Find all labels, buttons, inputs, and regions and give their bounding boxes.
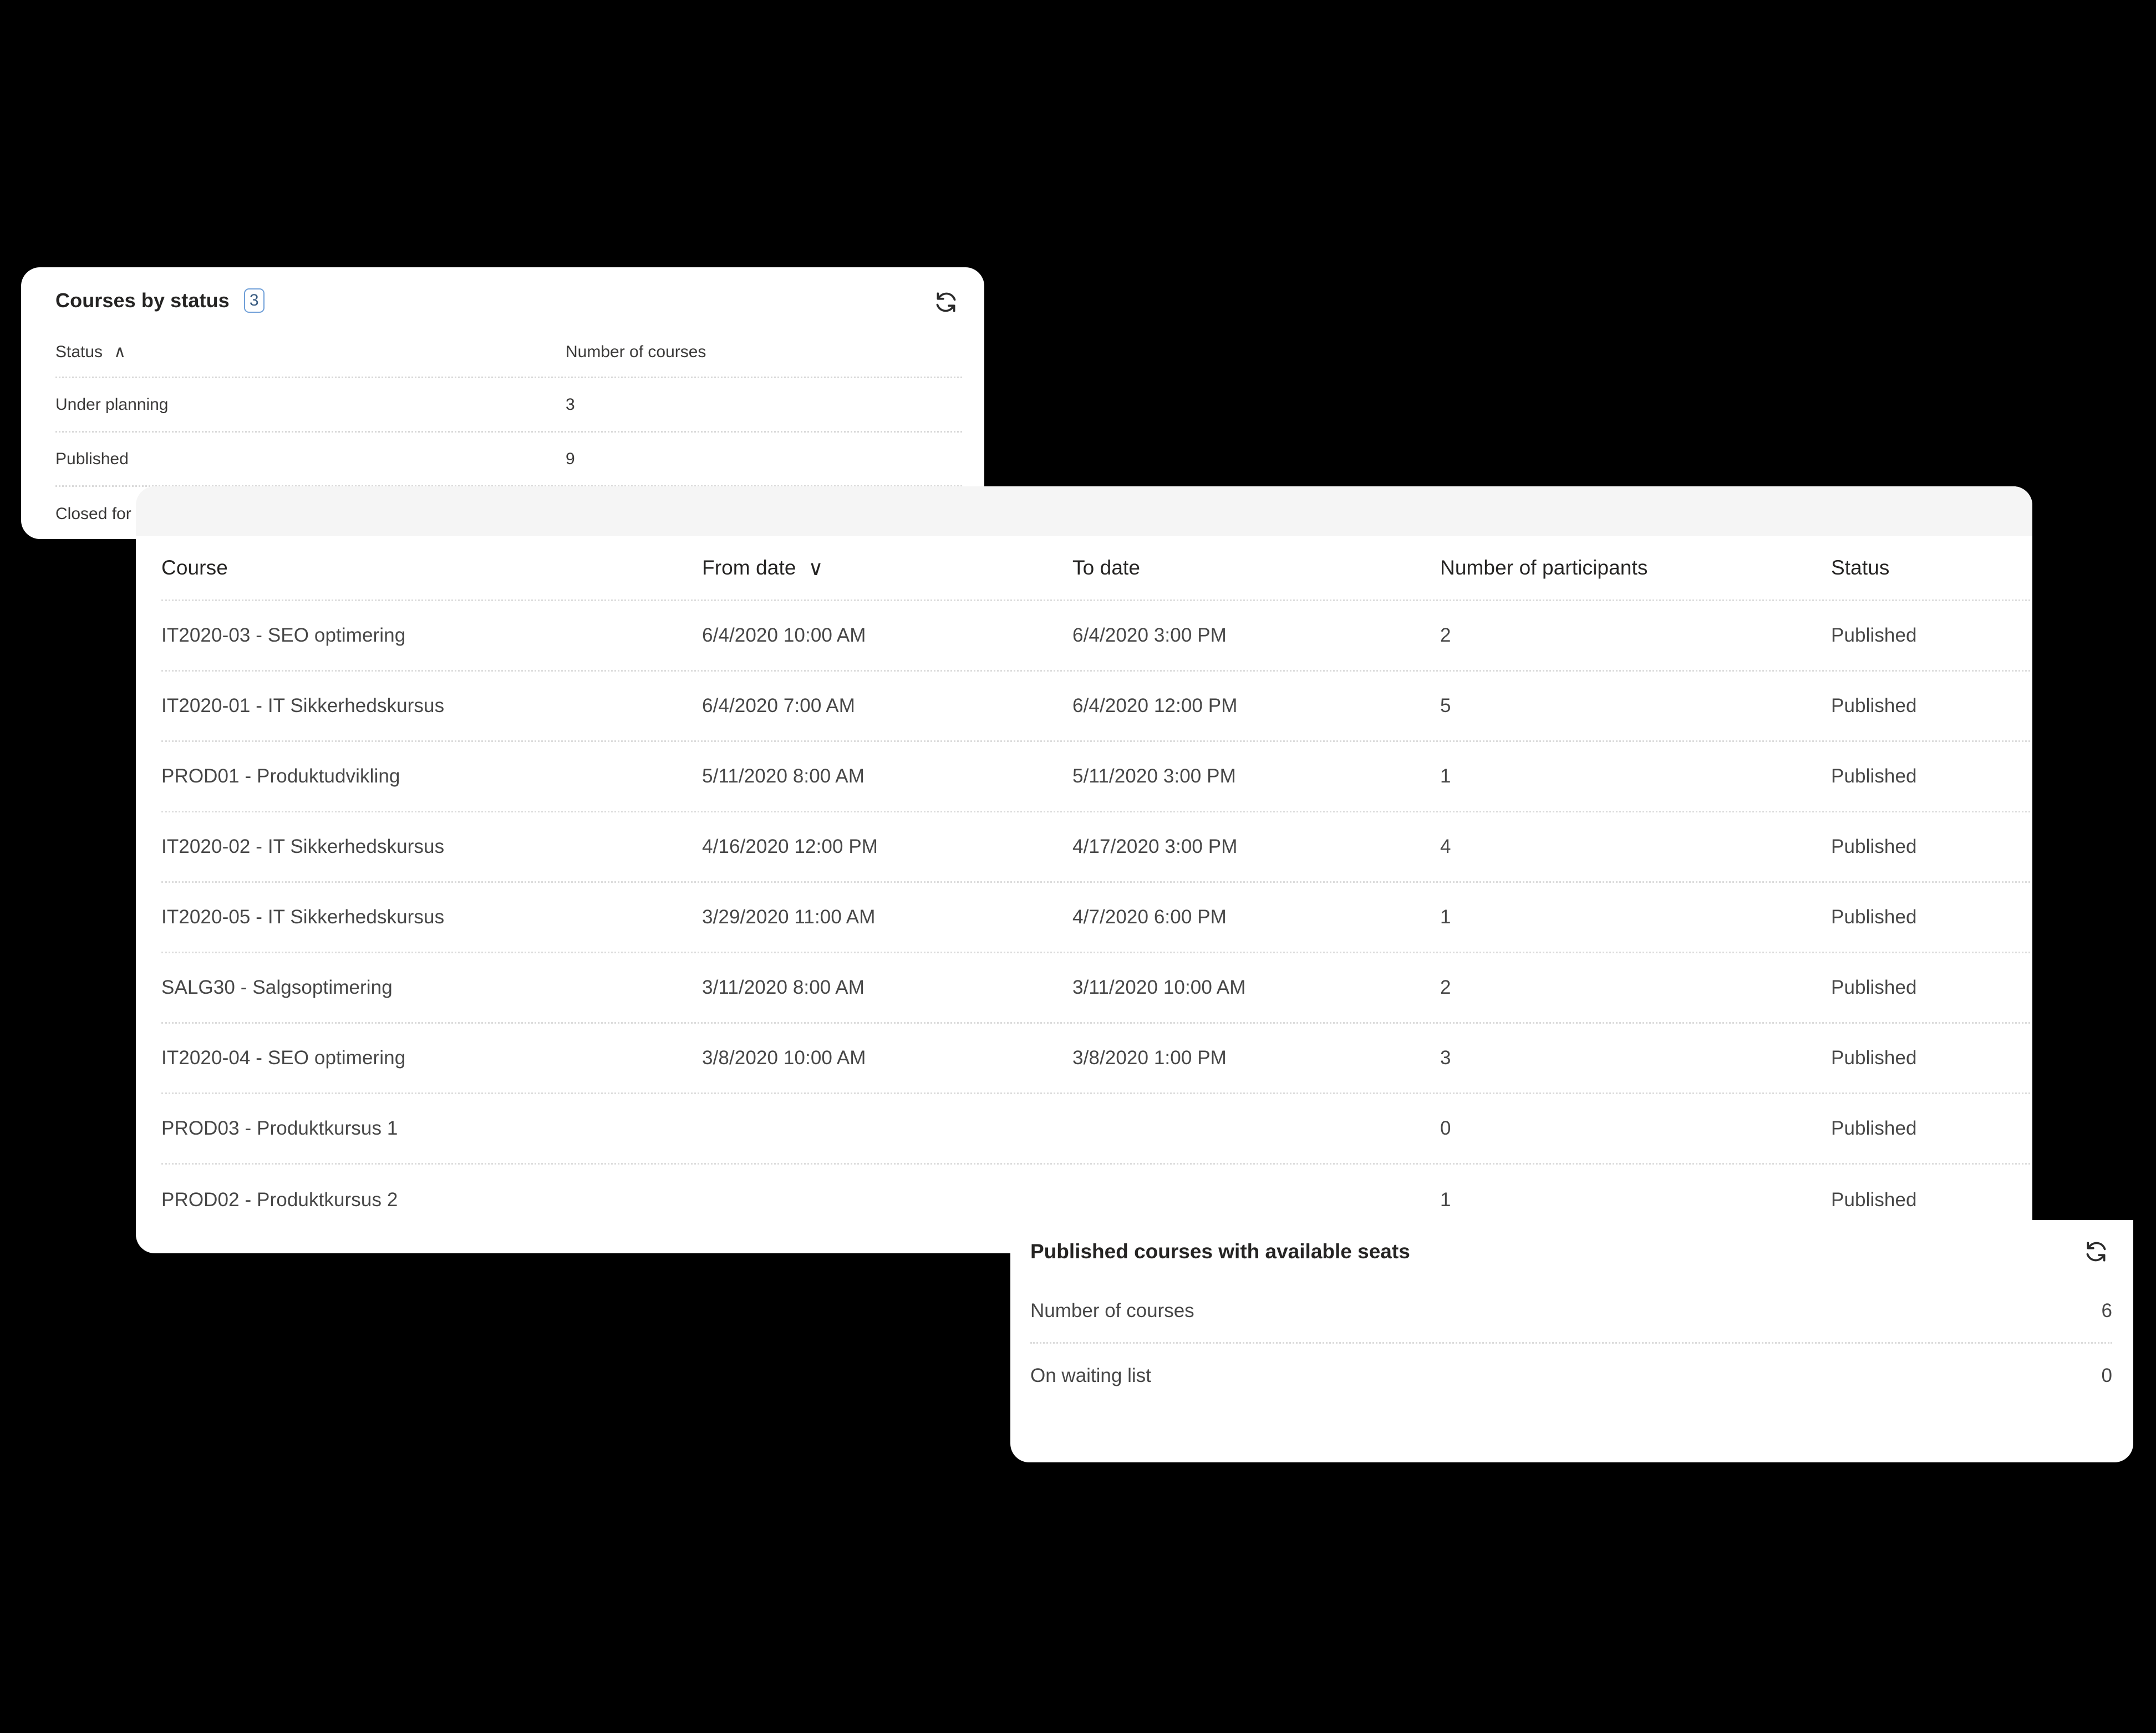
to-date-cell: 3/8/2020 1:00 PM: [1072, 1047, 1227, 1069]
kpi-value: 0: [2101, 1364, 2112, 1386]
list-item[interactable]: Number of courses 6: [1030, 1280, 2112, 1344]
course-cell: PROD01 - Produktudvikling: [161, 765, 400, 787]
table-row[interactable]: PROD03 - Produktkursus 1 0 Published: [161, 1094, 2030, 1165]
table-row[interactable]: PROD02 - Produktkursus 2 1 Published: [161, 1165, 2030, 1235]
participants-column-header[interactable]: Number of participants: [1440, 556, 1648, 579]
to-date-cell: 5/11/2020 3:00 PM: [1072, 765, 1236, 787]
course-cell: SALG30 - Salgsoptimering: [161, 977, 393, 998]
from-date-column-label: From date: [702, 556, 796, 579]
participants-cell: 1: [1440, 765, 1451, 787]
status-cell: Published: [1831, 836, 1917, 857]
sort-ascending-icon: ∧: [114, 342, 126, 361]
status-cell: Published: [1831, 765, 1917, 787]
from-date-cell: 5/11/2020 8:00 AM: [702, 765, 865, 787]
from-date-cell: 3/29/2020 11:00 AM: [702, 906, 876, 928]
course-cell: IT2020-03 - SEO optimering: [161, 624, 406, 646]
courses-table-header: Course From date ∨ To date Number of par…: [161, 536, 2030, 601]
status-count-badge: 3: [243, 288, 265, 313]
courses-table: Course From date ∨ To date Number of par…: [161, 536, 2030, 1235]
from-date-column-header[interactable]: From date ∨: [702, 556, 1072, 580]
to-date-cell: 4/17/2020 3:00 PM: [1072, 836, 1238, 857]
course-column-header[interactable]: Course: [161, 556, 228, 579]
course-cell: IT2020-01 - IT Sikkerhedskursus: [161, 695, 445, 716]
to-date-cell: 6/4/2020 12:00 PM: [1072, 695, 1238, 716]
status-cell: Published: [55, 449, 129, 468]
participants-cell: 5: [1440, 695, 1451, 716]
participants-cell: 1: [1440, 1188, 1451, 1211]
participants-cell: 2: [1440, 977, 1451, 998]
course-cell: IT2020-04 - SEO optimering: [161, 1047, 406, 1069]
to-date-cell: 3/11/2020 10:00 AM: [1072, 977, 1246, 998]
refresh-icon[interactable]: [2081, 1237, 2111, 1267]
table-row[interactable]: IT2020-03 - SEO optimering 6/4/2020 10:0…: [161, 601, 2030, 672]
from-date-cell: 4/16/2020 12:00 PM: [702, 836, 878, 857]
sort-descending-icon: ∨: [808, 556, 823, 580]
participants-cell: 3: [1440, 1047, 1451, 1069]
card-title: Courses by status: [55, 289, 230, 312]
from-date-cell: 6/4/2020 10:00 AM: [702, 624, 866, 646]
number-of-courses-column-header[interactable]: Number of courses: [566, 342, 706, 361]
status-column-label: Status: [55, 342, 103, 361]
status-cell: Published: [1831, 1117, 1917, 1139]
count-cell: 3: [566, 395, 575, 414]
status-cell: Published: [1831, 1188, 1917, 1211]
status-cell: Published: [1831, 624, 1917, 646]
status-cell: Published: [1831, 695, 1917, 716]
table-row[interactable]: PROD01 - Produktudvikling 5/11/2020 8:00…: [161, 742, 2030, 812]
participants-cell: 1: [1440, 906, 1451, 928]
participants-cell: 2: [1440, 624, 1451, 646]
table-row[interactable]: SALG30 - Salgsoptimering 3/11/2020 8:00 …: [161, 953, 2030, 1024]
kpi-value: 6: [2101, 1300, 2112, 1322]
status-cell: Published: [1831, 1047, 1917, 1069]
refresh-icon[interactable]: [931, 287, 961, 317]
from-date-cell: 3/11/2020 8:00 AM: [702, 977, 865, 998]
table-row[interactable]: Under planning 3: [55, 378, 962, 433]
status-column-header[interactable]: Status: [1831, 556, 1890, 579]
kpi-label: On waiting list: [1030, 1364, 1151, 1386]
list-item[interactable]: On waiting list 0: [1030, 1344, 2112, 1407]
published-courses-available-seats-card: Published courses with available seats N…: [1010, 1220, 2133, 1462]
status-column-header[interactable]: Status ∧: [55, 343, 566, 362]
table-row[interactable]: Published 9: [55, 433, 962, 487]
course-cell: PROD03 - Produktkursus 1: [161, 1117, 398, 1139]
card-header: Courses by status 3: [55, 288, 265, 313]
participants-cell: 4: [1440, 836, 1451, 857]
table-row[interactable]: IT2020-04 - SEO optimering 3/8/2020 10:0…: [161, 1024, 2030, 1094]
status-cell: Published: [1831, 977, 1917, 998]
seats-kpi-table: Number of courses 6 On waiting list 0: [1030, 1280, 2112, 1407]
to-date-cell: 6/4/2020 3:00 PM: [1072, 624, 1227, 646]
table-row[interactable]: IT2020-05 - IT Sikkerhedskursus 3/29/202…: [161, 883, 2030, 953]
to-date-column-header[interactable]: To date: [1072, 556, 1141, 579]
course-cell: PROD02 - Produktkursus 2: [161, 1188, 398, 1211]
status-cell: Published: [1831, 906, 1917, 928]
to-date-cell: 4/7/2020 6:00 PM: [1072, 906, 1227, 928]
card-header: Published courses with available seats: [1030, 1240, 1410, 1263]
participants-cell: 0: [1440, 1117, 1451, 1139]
table-row[interactable]: IT2020-02 - IT Sikkerhedskursus 4/16/202…: [161, 812, 2030, 883]
status-cell: Under planning: [55, 395, 169, 414]
courses-table-card: Course From date ∨ To date Number of par…: [136, 486, 2032, 1253]
course-cell: IT2020-05 - IT Sikkerhedskursus: [161, 906, 445, 928]
from-date-cell: 6/4/2020 7:00 AM: [702, 695, 855, 716]
course-cell: IT2020-02 - IT Sikkerhedskursus: [161, 836, 445, 857]
status-table-header: Status ∧ Number of courses: [55, 327, 962, 378]
table-row[interactable]: IT2020-01 - IT Sikkerhedskursus 6/4/2020…: [161, 672, 2030, 742]
card-title: Published courses with available seats: [1030, 1240, 1410, 1263]
count-cell: 9: [566, 449, 575, 468]
table-header-strip: [136, 486, 2032, 536]
from-date-cell: 3/8/2020 10:00 AM: [702, 1047, 866, 1069]
kpi-label: Number of courses: [1030, 1300, 1194, 1322]
